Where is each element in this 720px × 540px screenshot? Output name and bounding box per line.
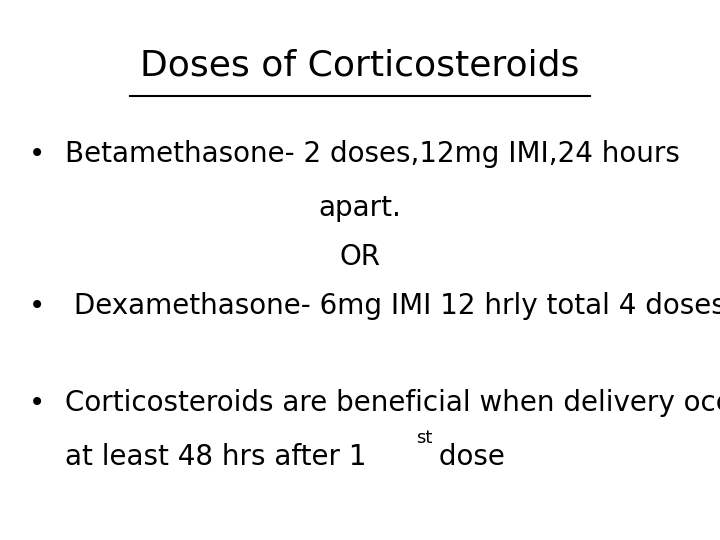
Text: at least 48 hrs after 1: at least 48 hrs after 1 xyxy=(65,443,366,471)
Text: •: • xyxy=(29,140,45,168)
Text: st: st xyxy=(416,429,433,447)
Text: Corticosteroids are beneficial when delivery occurs: Corticosteroids are beneficial when deli… xyxy=(65,389,720,417)
Text: Betamethasone- 2 doses,12mg IMI,24 hours: Betamethasone- 2 doses,12mg IMI,24 hours xyxy=(65,140,680,168)
Text: dose: dose xyxy=(430,443,505,471)
Text: Dexamethasone- 6mg IMI 12 hrly total 4 doses: Dexamethasone- 6mg IMI 12 hrly total 4 d… xyxy=(65,292,720,320)
Text: •: • xyxy=(29,389,45,417)
Text: OR: OR xyxy=(340,243,380,271)
Text: Doses of Corticosteroids: Doses of Corticosteroids xyxy=(140,49,580,83)
Text: apart.: apart. xyxy=(318,194,402,222)
Text: •: • xyxy=(29,292,45,320)
